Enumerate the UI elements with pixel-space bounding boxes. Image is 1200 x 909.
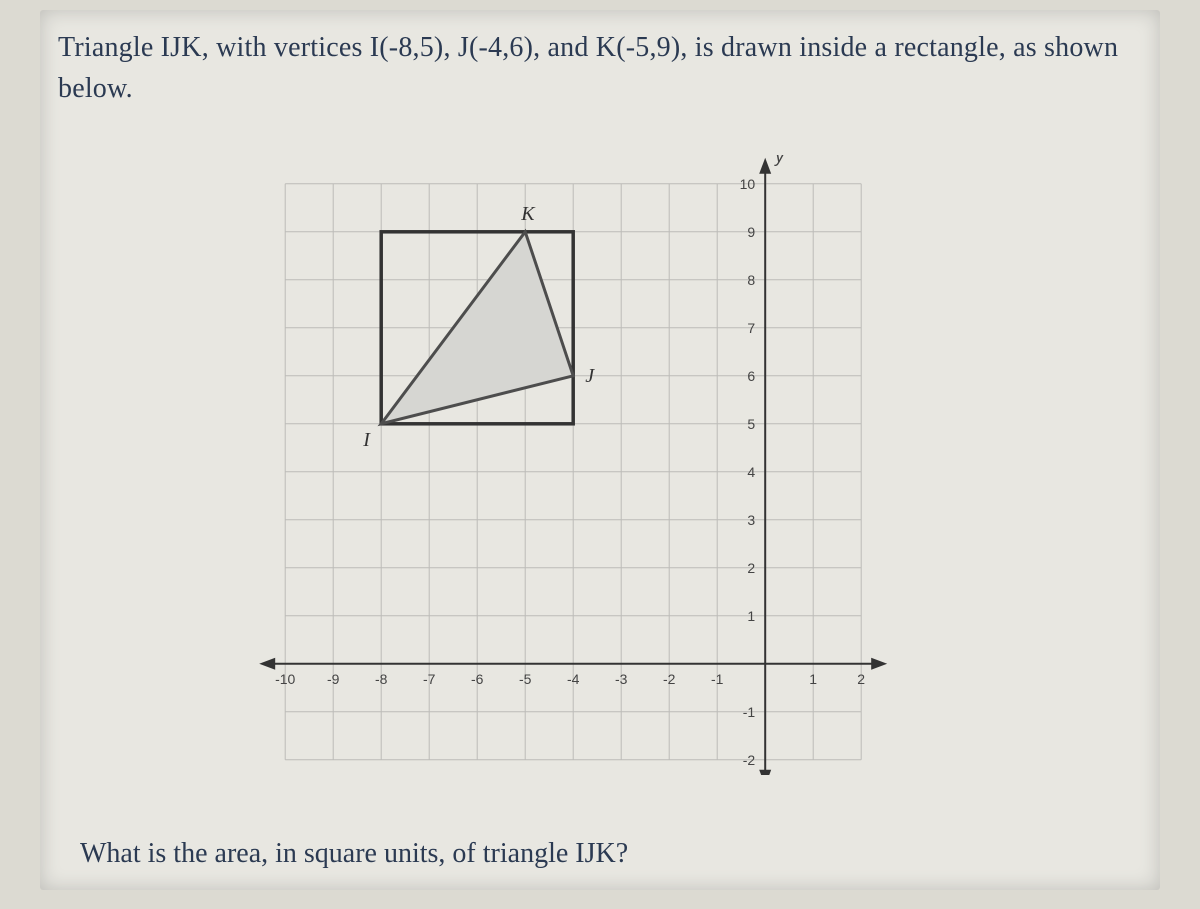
svg-text:1: 1 <box>747 608 755 624</box>
svg-text:-10: -10 <box>275 671 295 687</box>
problem-prompt: Triangle IJK, with vertices I(-8,5), J(-… <box>58 28 1142 109</box>
prompt-sep1: , <box>443 32 457 63</box>
svg-text:4: 4 <box>747 464 755 480</box>
svg-text:10: 10 <box>740 176 756 192</box>
prompt-sep2: , and <box>533 32 596 63</box>
svg-text:-8: -8 <box>375 671 388 687</box>
svg-text:5: 5 <box>747 416 755 432</box>
svg-text:8: 8 <box>747 272 755 288</box>
svg-text:-3: -3 <box>615 671 628 687</box>
svg-text:y: y <box>773 155 785 166</box>
svg-text:I: I <box>362 429 371 451</box>
vertex-I-text: I(-8,5) <box>370 32 444 63</box>
svg-text:-1: -1 <box>743 704 756 720</box>
svg-text:9: 9 <box>747 224 755 240</box>
prompt-pre: Triangle IJK, with vertices <box>58 32 370 63</box>
vertex-J-text: J(-4,6) <box>458 32 533 63</box>
svg-text:-1: -1 <box>711 671 724 687</box>
svg-text:7: 7 <box>747 320 755 336</box>
svg-text:1: 1 <box>809 671 817 687</box>
vertex-K-text: K(-5,9) <box>596 32 681 63</box>
svg-text:-2: -2 <box>743 752 756 768</box>
question-text: What is the area, in square units, of tr… <box>80 838 628 870</box>
svg-text:-2: -2 <box>663 671 676 687</box>
svg-text:-6: -6 <box>471 671 484 687</box>
svg-text:-9: -9 <box>327 671 340 687</box>
svg-text:-5: -5 <box>519 671 532 687</box>
svg-text:6: 6 <box>747 368 755 384</box>
svg-text:J: J <box>585 365 595 387</box>
coordinate-chart: -10-9-8-7-6-5-4-3-2-112-2-112345678910xy… <box>190 155 890 775</box>
svg-text:3: 3 <box>747 512 755 528</box>
svg-text:K: K <box>520 203 536 225</box>
page-surface: Triangle IJK, with vertices I(-8,5), J(-… <box>40 10 1160 890</box>
svg-text:2: 2 <box>747 560 755 576</box>
svg-text:-4: -4 <box>567 671 580 687</box>
svg-text:-7: -7 <box>423 671 436 687</box>
chart-svg: -10-9-8-7-6-5-4-3-2-112-2-112345678910xy… <box>190 155 890 775</box>
svg-text:2: 2 <box>857 671 865 687</box>
